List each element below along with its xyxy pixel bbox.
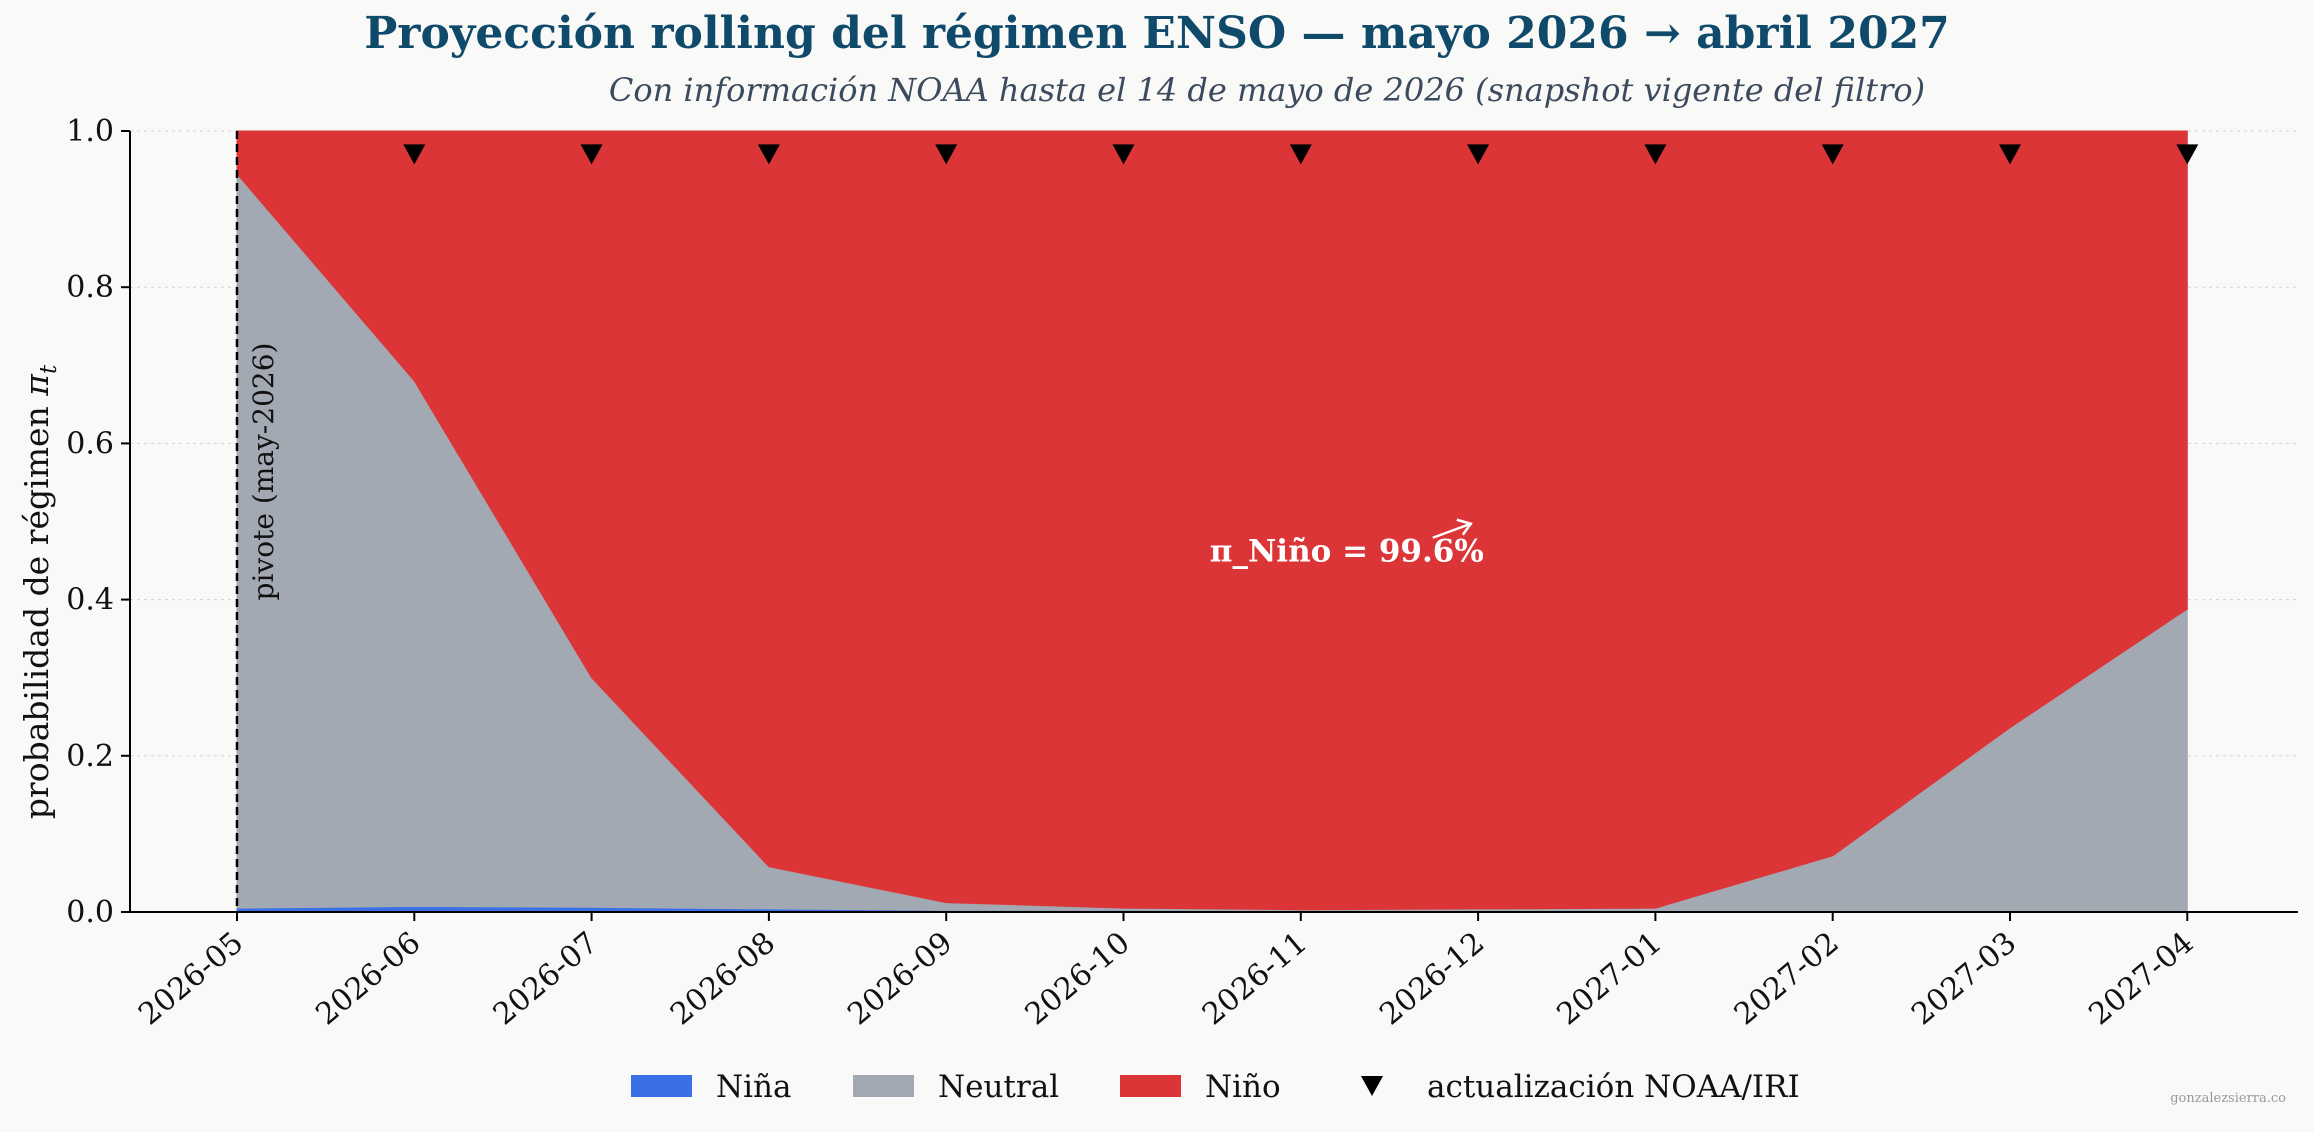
y-axis-label-text: probabilidad de régimen bbox=[17, 396, 56, 819]
update-marker bbox=[757, 144, 780, 165]
update-marker bbox=[1112, 144, 1135, 165]
y-tick-labels: 0.0 0.2 0.4 0.6 0.8 1.0 bbox=[66, 114, 114, 930]
legend-swatch-nino bbox=[1120, 1075, 1181, 1097]
update-marker bbox=[1821, 144, 1844, 165]
y-tick-label: 0.8 bbox=[66, 270, 114, 305]
legend-swatch-neutral bbox=[853, 1075, 914, 1097]
update-marker bbox=[1467, 144, 1490, 165]
pivot-marker: pivote (may-2026) bbox=[235, 131, 280, 912]
pivot-label: pivote (may-2026) bbox=[247, 343, 280, 601]
y-tick-label: 0.0 bbox=[66, 895, 114, 930]
annotation: π_Niño = 99.6% bbox=[1210, 518, 1484, 570]
annotation-text: π_Niño = 99.6% bbox=[1210, 534, 1484, 570]
chart-subtitle: Con información NOAA hasta el 14 de mayo… bbox=[609, 71, 1925, 109]
update-marker bbox=[403, 144, 426, 165]
y-axis-label: probabilidad de régimen πt bbox=[17, 364, 62, 819]
update-marker bbox=[935, 144, 958, 165]
annotation-arrow-head bbox=[1456, 518, 1473, 536]
legend-marker-actualizaci-n-noaa-iri bbox=[1361, 1076, 1383, 1096]
y-tick-label: 0.2 bbox=[66, 739, 114, 774]
update-marker bbox=[1644, 144, 1667, 165]
update-marker bbox=[580, 144, 603, 165]
legend-label-nino: Niño bbox=[1205, 1069, 1281, 1105]
update-marker bbox=[1999, 144, 2021, 165]
legend-swatch-nina bbox=[631, 1075, 692, 1097]
stacked-areas bbox=[236, 130, 2188, 913]
update-marker bbox=[2176, 144, 2199, 165]
y-tick-label: 1.0 bbox=[66, 114, 114, 149]
update-marker bbox=[1289, 144, 1312, 165]
y-tick-label: 0.4 bbox=[66, 583, 114, 618]
area-nino bbox=[236, 130, 2188, 911]
watermark: gonzalezsierra.co bbox=[2170, 1091, 2286, 1106]
annotation-arrow-shaft bbox=[1432, 522, 1472, 539]
y-axis-label-subscript: t bbox=[36, 364, 62, 374]
legend-label-nina: Niña bbox=[716, 1069, 792, 1105]
y-tick-label: 0.6 bbox=[66, 426, 114, 461]
axes bbox=[121, 130, 2298, 921]
y-axis-label-symbol: π bbox=[17, 373, 56, 397]
legend-label-neutral: Neutral bbox=[938, 1069, 1059, 1105]
chart-title: Proyección rolling del régimen ENSO — ma… bbox=[364, 8, 1950, 59]
legend: Niña Neutral Niño actualización NOAA/IRI bbox=[631, 1069, 1800, 1105]
legend-label-actualizaci-n-noaa-iri: actualización NOAA/IRI bbox=[1427, 1069, 1800, 1105]
update-markers bbox=[403, 144, 2199, 165]
